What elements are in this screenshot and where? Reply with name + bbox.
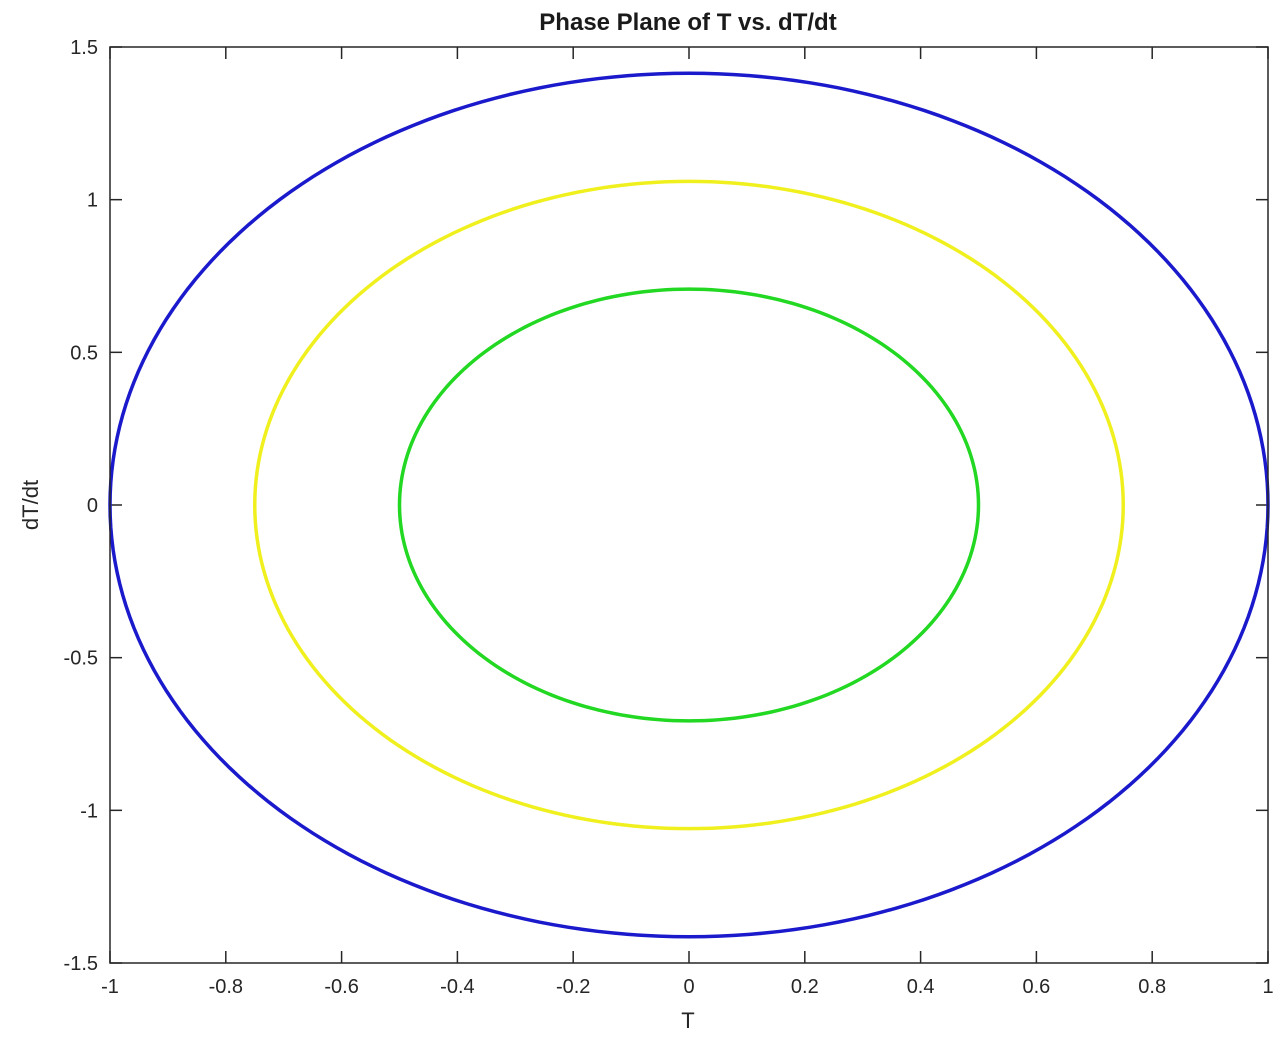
x-tick-label: -0.8 (209, 976, 243, 998)
x-tick-label: -0.6 (324, 976, 358, 998)
y-tick-label: 0.5 (70, 342, 98, 364)
x-tick-label: 0.2 (791, 976, 819, 998)
y-tick-label: 1.5 (70, 37, 98, 59)
chart-title: Phase Plane of T vs. dT/dt (539, 9, 836, 36)
tick-labels: -1 -0.8 -0.6 -0.4 -0.2 0 0.2 0.4 0.6 0.8 1-1.5-1-0… (64, 37, 1274, 998)
x-tick-label: 0.6 (1022, 976, 1050, 998)
x-tick-label: -0.4 (440, 976, 474, 998)
x-tick-label: -0.2 (556, 976, 590, 998)
x-tick-label: 0.8 (1138, 976, 1166, 998)
y-tick-label: -1 (80, 800, 98, 822)
x-tick-label: 0.4 (907, 976, 935, 998)
x-axis-label: T (681, 1008, 694, 1033)
x-tick-label: -1 (101, 976, 119, 998)
orbit-curves (108, 71, 1270, 939)
y-tick-label: 0 (87, 495, 98, 517)
orbit-curve-2 (252, 179, 1125, 831)
y-tick-label: -1.5 (64, 953, 98, 975)
x-tick-label: 0 (683, 976, 694, 998)
axis-ticks (109, 46, 1269, 964)
orbit-curve-3 (397, 287, 981, 723)
plot-frame (109, 46, 1269, 964)
y-tick-label: 1 (87, 190, 98, 212)
orbit-curve-1 (108, 71, 1270, 939)
y-tick-label: -0.5 (64, 648, 98, 670)
x-tick-label: 1 (1262, 976, 1273, 998)
y-axis-label: dT/dt (18, 480, 43, 530)
